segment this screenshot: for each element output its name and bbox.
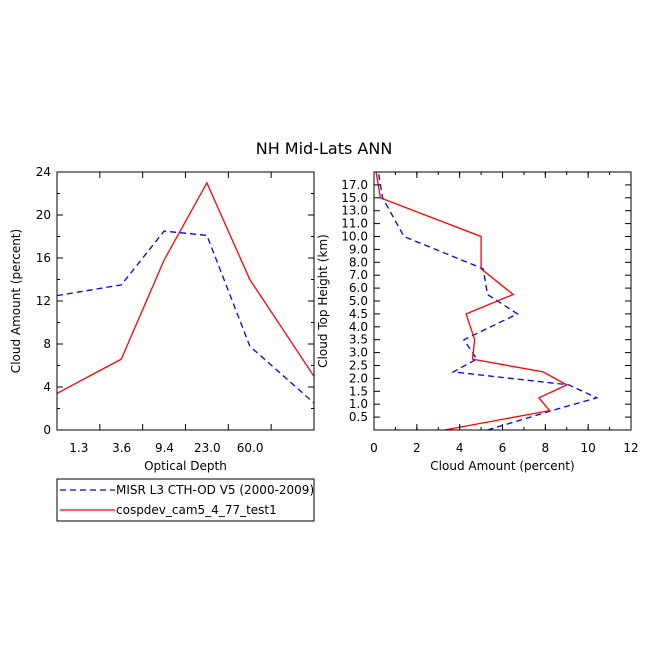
right-y-tick-label: 11.0 (341, 217, 368, 231)
right-x-tick-label: 8 (542, 441, 550, 455)
right-y-tick-label: 6.0 (349, 281, 368, 295)
left-series-line-0 (56, 230, 315, 404)
right-y-tick-label: 9.0 (349, 242, 368, 256)
right-y-tick-label: 0.5 (349, 410, 368, 424)
left-x-tick-label: 1.3 (69, 441, 88, 455)
right-x-axis-label: Cloud Amount (percent) (430, 459, 574, 473)
left-y-axis-label: Cloud Amount (percent) (9, 229, 23, 373)
left-series-line-1 (56, 181, 315, 394)
right-y-tick-label: 13.0 (341, 204, 368, 218)
right-panel-cloud-top-height: 0 2 4 6 8 10 12 0.51.01.52.02.53.03.54.04.55.06… (316, 171, 639, 473)
right-series-line-0 (377, 171, 599, 431)
right-y-tick-label: 7.0 (349, 268, 368, 282)
right-series-line-1 (375, 171, 569, 431)
legend-label-cospdev: cospdev_cam5_4_77_test1 (116, 503, 277, 517)
left-y-tick-label: 24 (36, 165, 51, 179)
left-x-tick-label: 3.6 (112, 441, 131, 455)
right-y-tick-label: 8.0 (349, 255, 368, 269)
right-x-tick-label: 2 (413, 441, 421, 455)
right-x-tick-label: 0 (370, 441, 378, 455)
left-y-tick-label: 0 (43, 423, 51, 437)
legend: MISR L3 CTH-OD V5 (2000-2009) cospdev_ca… (56, 478, 315, 522)
left-x-tick-label: 60.0 (237, 441, 264, 455)
right-y-tick-label: 15.0 (341, 191, 368, 205)
right-y-tick-label: 17.0 (341, 178, 368, 192)
left-y-tick-label: 12 (36, 294, 51, 308)
right-y-tick-label: 5.0 (349, 294, 368, 308)
right-x-tick-label: 12 (623, 441, 638, 455)
left-y-tick-label: 20 (36, 208, 51, 222)
right-x-tick-label: 6 (499, 441, 507, 455)
figure-title: NH Mid-Lats ANN (256, 139, 393, 158)
right-x-tick-label: 4 (456, 441, 464, 455)
right-y-tick-label: 10.0 (341, 230, 368, 244)
right-y-axis-label: Cloud Top Height (km) (316, 234, 330, 368)
right-y-tick-label: 2.5 (349, 359, 368, 373)
right-y-tick-label: 4.5 (349, 307, 368, 321)
right-y-tick-label: 3.0 (349, 346, 368, 360)
left-panel-optical-depth: 0 4 8 12 16 20 24 1.3 3.6 9.4 23.0 60.0 Optical Dep… (9, 165, 315, 473)
right-y-tick-label: 4.0 (349, 320, 368, 334)
left-y-tick-label: 8 (43, 337, 51, 351)
left-plot-frame (56, 171, 315, 431)
right-y-tick-label: 1.0 (349, 397, 368, 411)
right-y-tick-label: 3.5 (349, 333, 368, 347)
left-x-tick-label: 9.4 (155, 441, 174, 455)
legend-box (56, 478, 315, 522)
legend-label-misr: MISR L3 CTH-OD V5 (2000-2009) (116, 483, 314, 497)
left-x-tick-label: 23.0 (194, 441, 221, 455)
right-y-tick-label: 2.0 (349, 371, 368, 385)
left-y-tick-label: 4 (43, 380, 51, 394)
left-y-tick-label: 16 (36, 251, 51, 265)
right-x-tick-label: 10 (581, 441, 596, 455)
right-y-tick-label: 1.5 (349, 384, 368, 398)
left-x-axis-label: Optical Depth (144, 459, 227, 473)
